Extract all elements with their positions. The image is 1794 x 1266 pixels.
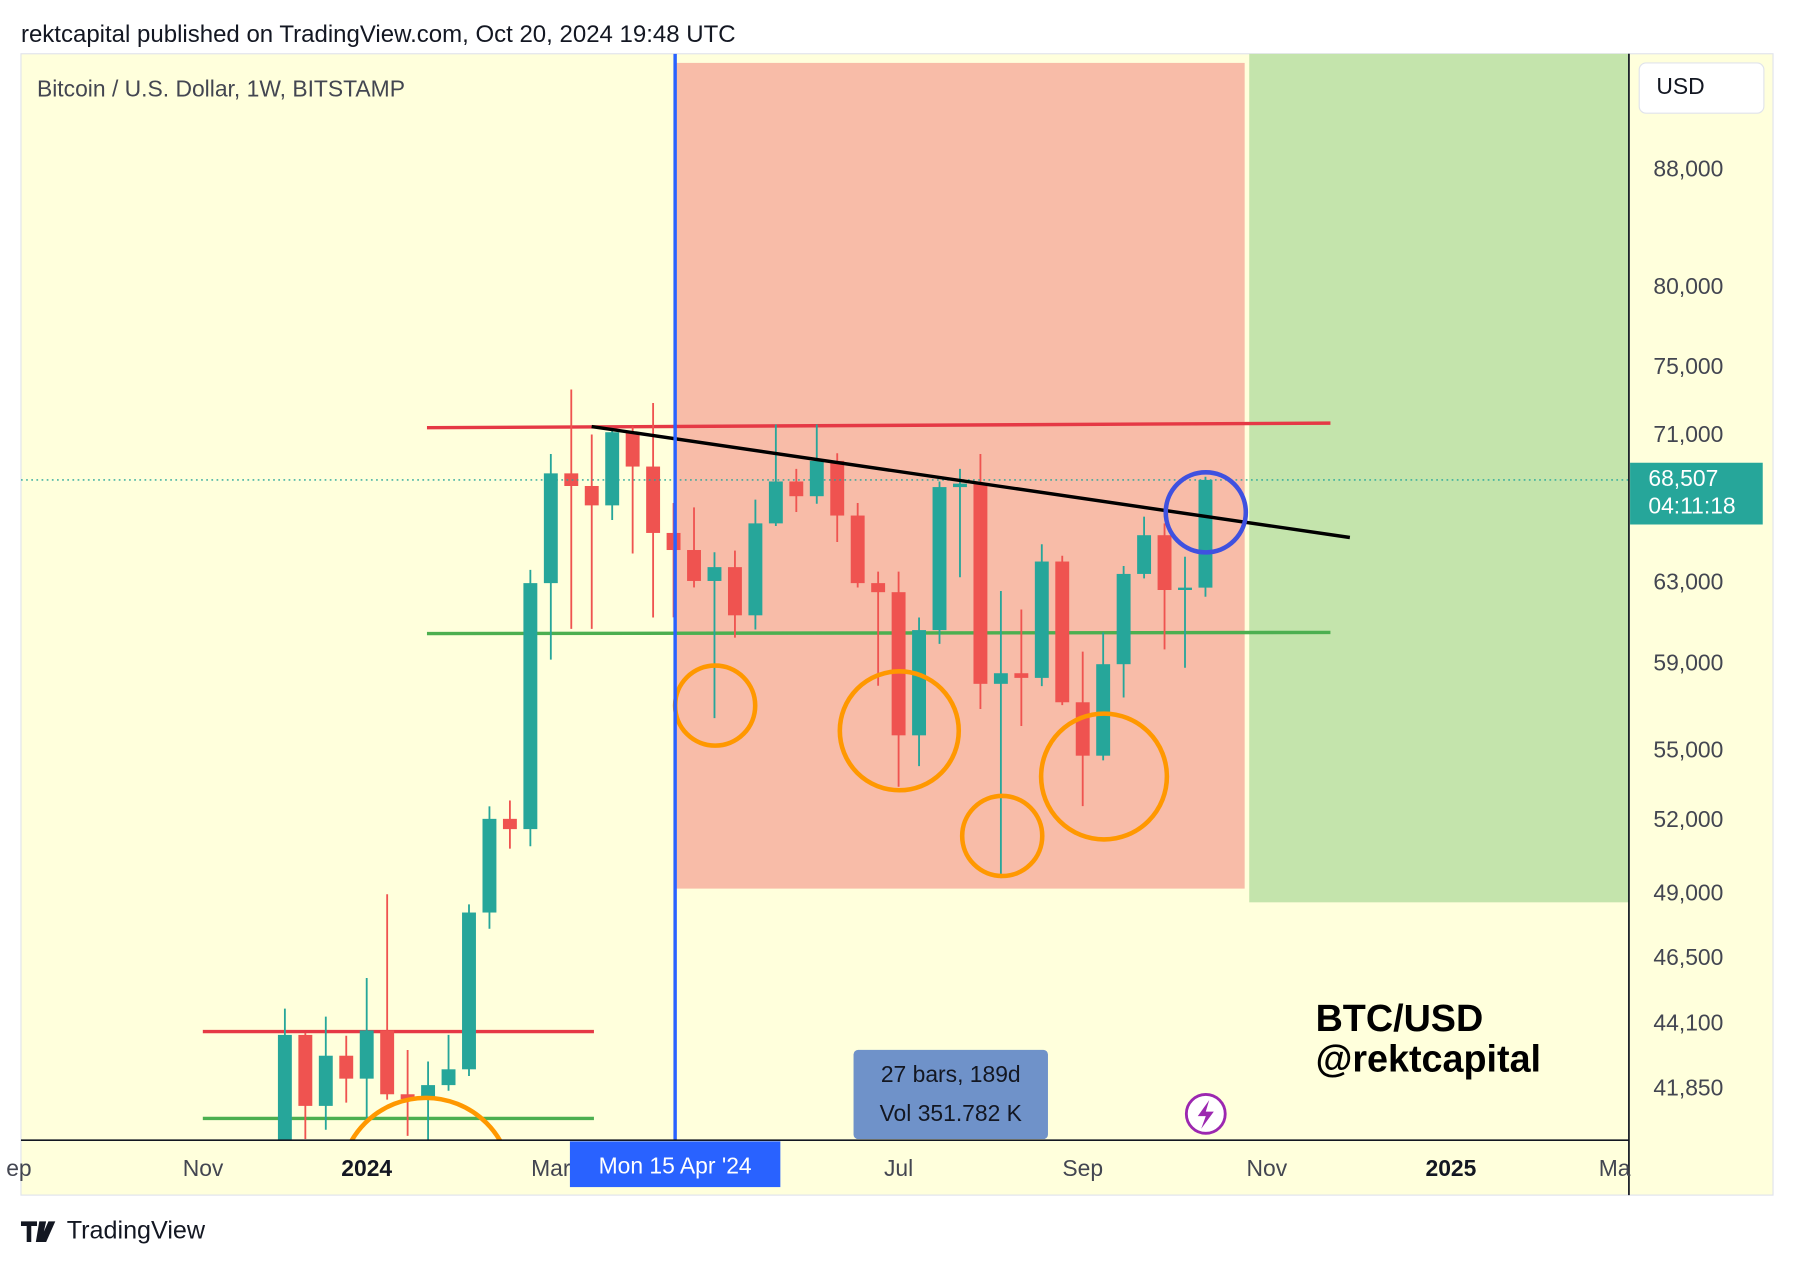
symbol-title: Bitcoin / U.S. Dollar, 1W, BITSTAMP bbox=[37, 75, 405, 101]
candle-body bbox=[400, 1094, 415, 1100]
header: rektcapital published on TradingView.com… bbox=[21, 21, 736, 48]
measure-bars: 27 bars, 189d bbox=[881, 1061, 1021, 1087]
y-tick-label: 63,000 bbox=[1653, 569, 1723, 595]
candle-body bbox=[1034, 561, 1049, 678]
x-tick-label: Sep bbox=[1062, 1155, 1103, 1181]
candle-body bbox=[1014, 673, 1029, 678]
candle-body bbox=[523, 583, 538, 830]
currency[interactable]: USD bbox=[1656, 73, 1704, 99]
event-icon-bolt bbox=[1197, 1100, 1214, 1129]
candle-body bbox=[1198, 479, 1213, 588]
candle-body bbox=[932, 487, 947, 631]
candle-body bbox=[584, 485, 599, 506]
trend-line bbox=[591, 424, 1351, 540]
axes: 88,000 80,000 75,000 71,000 63,000 59,000 55,0… bbox=[6, 155, 1763, 1181]
candle-body bbox=[809, 460, 824, 497]
x-tick-label: 2024 bbox=[341, 1155, 392, 1181]
candle-body bbox=[1157, 535, 1172, 591]
highlight-circle bbox=[349, 1095, 503, 1141]
resistance-line bbox=[426, 421, 1331, 430]
currency-button[interactable] bbox=[1638, 62, 1765, 114]
candle-body bbox=[850, 515, 865, 584]
last-price-box bbox=[1630, 462, 1763, 525]
y-tick-label: 75,000 bbox=[1653, 353, 1723, 379]
candle-body bbox=[277, 1034, 292, 1141]
overlays bbox=[349, 53, 1351, 1141]
candle-body bbox=[1055, 561, 1070, 703]
candle-body bbox=[1137, 535, 1152, 574]
candle-body bbox=[441, 1069, 456, 1086]
measure-volume: Vol 351.782 K bbox=[880, 1100, 1022, 1126]
candle-body bbox=[1096, 664, 1111, 756]
highlight-circle bbox=[959, 793, 1045, 879]
candle-body bbox=[891, 592, 906, 736]
last-price-label: 68,507 bbox=[1648, 465, 1718, 491]
candle-body bbox=[339, 1055, 354, 1079]
highlight-circle bbox=[1038, 711, 1170, 842]
candle-body bbox=[298, 1034, 313, 1106]
candle-body bbox=[789, 481, 804, 497]
y-tick-label: 80,000 bbox=[1653, 273, 1723, 299]
crosshair-label-box bbox=[569, 1141, 781, 1188]
highlight-circle bbox=[837, 669, 962, 793]
candle-body bbox=[830, 460, 845, 516]
candle-body bbox=[727, 567, 742, 616]
candle-body bbox=[380, 1030, 395, 1095]
x-tick-label: Ma bbox=[1599, 1155, 1631, 1181]
candle-body bbox=[687, 550, 701, 581]
logo-text: TradingView bbox=[67, 1216, 206, 1244]
x-tick-label: Mar bbox=[531, 1155, 571, 1181]
annotation-pair: BTC/USD bbox=[1316, 997, 1484, 1039]
x-tick-label: 2025 bbox=[1426, 1155, 1477, 1181]
y-tick-label: 88,000 bbox=[1653, 155, 1723, 181]
y-tick-label: 55,000 bbox=[1653, 736, 1723, 762]
measure-box bbox=[853, 1049, 1048, 1140]
candle-body bbox=[543, 473, 558, 584]
candle-body bbox=[462, 912, 476, 1070]
candle-body bbox=[1116, 573, 1131, 665]
breakout-circle bbox=[1163, 470, 1249, 555]
x-tick-label: Nov bbox=[183, 1155, 224, 1181]
candle-body bbox=[1178, 587, 1192, 591]
logo-mark bbox=[20, 1221, 56, 1242]
candle-body bbox=[871, 583, 886, 593]
target-box bbox=[1249, 53, 1629, 903]
annotation-author: @rektcapital bbox=[1316, 1037, 1541, 1079]
candle-body bbox=[564, 473, 579, 486]
candle-body bbox=[605, 432, 620, 506]
candle-body bbox=[421, 1085, 436, 1100]
y-tick-label: 71,000 bbox=[1653, 421, 1723, 447]
candle-body bbox=[707, 567, 722, 581]
candle-body bbox=[625, 432, 640, 467]
crosshair-label: Mon 15 Apr '24 bbox=[599, 1153, 752, 1179]
candle-body bbox=[768, 481, 783, 524]
y-tick-label: 44,100 bbox=[1653, 1010, 1723, 1036]
candle-body bbox=[482, 818, 497, 913]
candle-body bbox=[993, 673, 1008, 684]
candle-body bbox=[502, 818, 517, 830]
bar-countdown: 04:11:18 bbox=[1648, 492, 1735, 518]
candle-body bbox=[953, 483, 967, 488]
candle-body bbox=[973, 483, 988, 684]
candles bbox=[20, 389, 1629, 1141]
x-tick-label: ep bbox=[6, 1155, 31, 1181]
candle-body bbox=[646, 466, 661, 533]
y-tick-label: 59,000 bbox=[1653, 650, 1723, 676]
candle-body bbox=[318, 1055, 333, 1106]
candle-body bbox=[359, 1030, 374, 1079]
candle-body bbox=[1075, 702, 1090, 756]
x-tick-label: Jul bbox=[884, 1155, 913, 1181]
y-tick-label: 41,850 bbox=[1653, 1074, 1723, 1100]
candle-body bbox=[912, 630, 927, 736]
candle-body bbox=[748, 523, 763, 616]
y-tick-label: 52,000 bbox=[1653, 806, 1723, 832]
x-tick-label: Nov bbox=[1247, 1155, 1288, 1181]
y-tick-label: 49,000 bbox=[1653, 879, 1723, 905]
y-tick-label: 46,500 bbox=[1653, 944, 1723, 970]
